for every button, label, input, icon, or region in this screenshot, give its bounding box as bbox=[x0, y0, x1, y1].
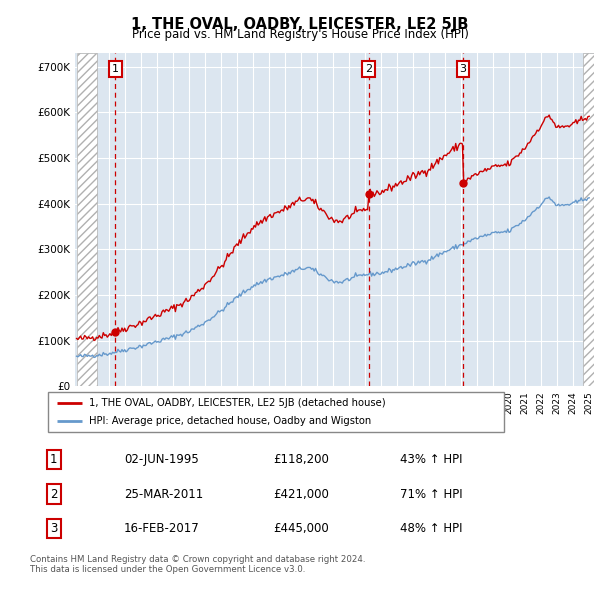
Text: £445,000: £445,000 bbox=[273, 522, 329, 535]
Text: 2: 2 bbox=[50, 487, 58, 501]
Text: Price paid vs. HM Land Registry's House Price Index (HPI): Price paid vs. HM Land Registry's House … bbox=[131, 28, 469, 41]
Text: 1, THE OVAL, OADBY, LEICESTER, LE2 5JB: 1, THE OVAL, OADBY, LEICESTER, LE2 5JB bbox=[131, 17, 469, 31]
Text: 71% ↑ HPI: 71% ↑ HPI bbox=[400, 487, 463, 501]
Text: 3: 3 bbox=[50, 522, 58, 535]
Text: Contains HM Land Registry data © Crown copyright and database right 2024.
This d: Contains HM Land Registry data © Crown c… bbox=[30, 555, 365, 574]
Text: £118,200: £118,200 bbox=[273, 453, 329, 466]
Text: 48% ↑ HPI: 48% ↑ HPI bbox=[400, 522, 463, 535]
Text: 16-FEB-2017: 16-FEB-2017 bbox=[124, 522, 200, 535]
Text: 3: 3 bbox=[460, 64, 466, 74]
Text: 1: 1 bbox=[50, 453, 58, 466]
Text: 25-MAR-2011: 25-MAR-2011 bbox=[124, 487, 203, 501]
Bar bbox=[77, 53, 97, 386]
Bar bbox=[583, 53, 597, 386]
Text: 43% ↑ HPI: 43% ↑ HPI bbox=[400, 453, 463, 466]
FancyBboxPatch shape bbox=[48, 392, 504, 432]
Text: 1: 1 bbox=[112, 64, 119, 74]
Text: £421,000: £421,000 bbox=[273, 487, 329, 501]
Text: 02-JUN-1995: 02-JUN-1995 bbox=[124, 453, 199, 466]
Text: 2: 2 bbox=[365, 64, 372, 74]
Text: 1, THE OVAL, OADBY, LEICESTER, LE2 5JB (detached house): 1, THE OVAL, OADBY, LEICESTER, LE2 5JB (… bbox=[89, 398, 386, 408]
Text: HPI: Average price, detached house, Oadby and Wigston: HPI: Average price, detached house, Oadb… bbox=[89, 416, 371, 426]
